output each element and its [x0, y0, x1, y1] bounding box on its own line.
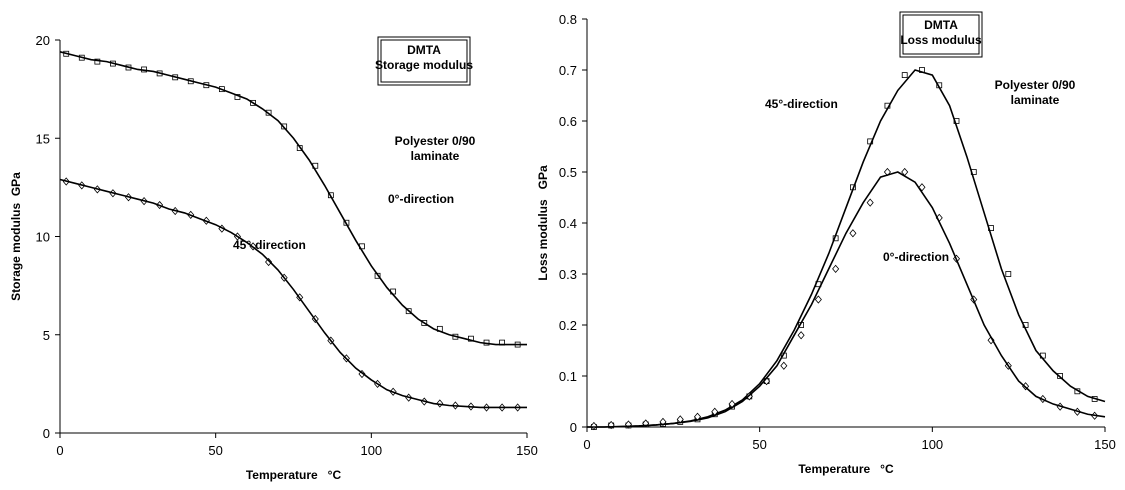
y-axis-label: Loss modulus GPa [536, 165, 550, 281]
annotation: 0°-direction [388, 192, 454, 206]
legend-box-inner [380, 39, 468, 83]
legend-box-inner [902, 14, 980, 55]
annotation: Polyester 0/90 [395, 134, 476, 148]
box-text: DMTA [407, 43, 441, 57]
diamond-marker [358, 369, 366, 379]
annotation: laminate [1011, 93, 1060, 107]
fit-line [587, 171, 1106, 428]
x-tick-label: 50 [208, 443, 222, 458]
diamond-marker [797, 331, 805, 340]
y-tick-label: 0.3 [559, 267, 577, 282]
fit-line [59, 178, 527, 409]
annotation: Polyester 0/90 [995, 78, 1076, 92]
x-tick-label: 0 [56, 443, 63, 458]
square-marker [94, 58, 101, 65]
y-tick-label: 15 [36, 131, 50, 146]
x-axis-label: Temperature °C [798, 462, 894, 476]
x-tick-label: 50 [752, 437, 766, 452]
diamond-marker [265, 257, 273, 267]
fit-line [587, 69, 1106, 428]
box-text: Loss modulus [900, 33, 982, 47]
legend-box [899, 11, 983, 58]
x-tick-label: 0 [583, 437, 590, 452]
diamond-marker [814, 295, 822, 304]
x-tick-label: 150 [516, 443, 538, 458]
diamond-marker [780, 361, 788, 370]
fit-line [59, 51, 527, 346]
annotation: 45°-direction [765, 97, 838, 111]
y-tick-label: 20 [36, 33, 50, 48]
square-marker [468, 335, 474, 342]
y-axis-label: Storage modulus GPa [9, 172, 23, 301]
square-marker [1005, 271, 1012, 277]
y-tick-label: 0.1 [559, 369, 577, 384]
y-tick-label: 0.4 [559, 216, 577, 231]
y-tick-label: 0.8 [559, 12, 577, 27]
diamond-marker [866, 198, 874, 207]
legend-box [377, 36, 471, 86]
annotation: laminate [411, 149, 460, 163]
square-marker [901, 72, 908, 78]
y-tick-label: 0 [43, 426, 50, 441]
annotation: 45°-direction [233, 238, 306, 252]
y-tick-label: 10 [36, 230, 50, 245]
diamond-marker [849, 229, 857, 238]
y-tick-label: 0.5 [559, 165, 577, 180]
x-tick-label: 100 [921, 437, 943, 452]
box-text: DMTA [924, 18, 958, 32]
y-tick-label: 5 [43, 328, 50, 343]
y-tick-label: 0.7 [559, 63, 577, 78]
box-text: Storage modulus [375, 58, 473, 72]
x-tick-label: 100 [360, 443, 382, 458]
y-tick-label: 0.6 [559, 114, 577, 129]
annotation: 0°-direction [883, 250, 949, 264]
diamond-marker [918, 183, 926, 192]
diamond-marker [832, 264, 840, 274]
y-tick-label: 0 [570, 420, 577, 435]
x-tick-label: 150 [1094, 437, 1116, 452]
y-tick-label: 0.2 [559, 318, 577, 333]
x-axis-label: Temperature °C [246, 468, 342, 482]
